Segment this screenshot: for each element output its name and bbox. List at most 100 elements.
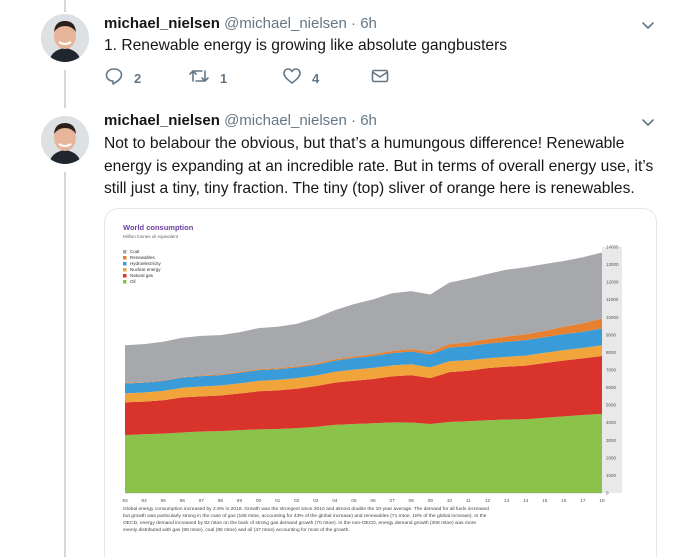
legend-swatch — [123, 256, 127, 260]
x-tick-label: 93 — [122, 498, 128, 504]
y-tick-label: 14000 — [606, 245, 619, 250]
y-tick-label: 0 — [606, 491, 609, 496]
legend-label: Nuclear energy — [130, 267, 161, 272]
y-tick-label: 1000 — [606, 473, 617, 478]
y-tick-label: 8000 — [606, 350, 617, 355]
media-card[interactable]: World consumption Million tonnes oil equ… — [104, 208, 657, 557]
author-name[interactable]: michael_nielsen — [104, 112, 220, 129]
chevron-down-icon[interactable] — [640, 17, 656, 33]
legend-label: Renewables — [130, 255, 156, 260]
x-axis: 93 94 95 96 97 98 99 00 01 02 03 04 05 06 07 08 09 10 11 12… — [122, 492, 605, 504]
x-tick-label: 18 — [599, 498, 605, 504]
x-tick-label: 10 — [447, 498, 453, 504]
legend-swatch — [123, 268, 127, 272]
x-tick-label: 04 — [332, 498, 338, 504]
tweet-text: 1. Renewable energy is growing like abso… — [104, 37, 508, 54]
avatar[interactable] — [41, 14, 89, 62]
legend-swatch — [123, 280, 127, 284]
y-tick-label: 11000 — [606, 297, 619, 302]
caption-line: Global energy consumption increased by 2… — [123, 506, 489, 512]
tweet-timestamp[interactable]: 6h — [360, 15, 377, 32]
chevron-down-icon[interactable] — [640, 114, 656, 130]
tweet-header: michael_nielsen @michael_nielsen · 6h — [104, 111, 377, 131]
retweet-icon — [188, 66, 210, 91]
area-series-hydroelectricity — [125, 328, 602, 394]
y-tick-label: 3000 — [606, 438, 617, 443]
x-tick-label: 14 — [523, 498, 529, 504]
chart-title: World consumption — [123, 223, 194, 232]
y-tick-label: 2000 — [606, 455, 617, 460]
area-series-nuclear-energy — [125, 345, 602, 403]
tweet-timestamp[interactable]: 6h — [360, 112, 377, 129]
thread-line — [64, 0, 66, 12]
retweet-count: 1 — [220, 70, 228, 86]
caption-line: OECD, energy demand increased by 82 mtoe… — [123, 520, 476, 526]
area-series-coal — [125, 252, 602, 384]
retweet-button[interactable]: 1 — [188, 66, 227, 90]
y-tick-label: 5000 — [606, 403, 617, 408]
x-tick-label: 98 — [218, 498, 224, 504]
x-tick-label: 95 — [160, 498, 166, 504]
y-tick-label: 7000 — [606, 368, 617, 373]
author-handle[interactable]: @michael_nielsen — [224, 15, 347, 32]
reply-icon — [104, 66, 124, 91]
separator-dot: · — [351, 15, 357, 32]
legend-label: Natural gas — [130, 273, 154, 278]
y-tick-label: 6000 — [606, 385, 617, 390]
thread-line — [64, 172, 66, 557]
like-count: 4 — [312, 70, 320, 86]
tweet-actions: 2 1 4 — [104, 66, 404, 90]
like-button[interactable]: 4 — [282, 66, 319, 90]
heart-icon — [282, 66, 302, 91]
x-tick-label: 13 — [504, 498, 510, 504]
x-tick-label: 09 — [428, 498, 434, 504]
y-tick-label: 4000 — [606, 420, 617, 425]
legend-label: Coal — [130, 249, 139, 254]
legend-label: Oil — [130, 279, 136, 284]
caption-line: evenly distributed with gas (98 mtoe), c… — [123, 527, 350, 533]
x-tick-label: 07 — [389, 498, 395, 504]
x-tick-label: 15 — [542, 498, 548, 504]
x-tick-label: 96 — [180, 498, 186, 504]
x-tick-label: 01 — [275, 498, 281, 504]
x-tick-label: 00 — [256, 498, 262, 504]
legend-swatch — [123, 274, 127, 278]
envelope-icon — [370, 66, 390, 91]
y-tick-label: 13000 — [606, 262, 619, 267]
legend-swatch — [123, 262, 127, 266]
chart-caption: Global energy consumption increased by 2… — [123, 506, 489, 533]
x-tick-label: 94 — [141, 498, 147, 504]
x-tick-label: 03 — [313, 498, 319, 504]
area-series-natural-gas — [125, 355, 602, 436]
y-axis: 1400013000120001100010000900080007000600… — [602, 245, 622, 496]
x-tick-label: 97 — [199, 498, 205, 504]
legend-label: Hydroelectricity — [130, 261, 162, 266]
author-name[interactable]: michael_nielsen — [104, 15, 220, 32]
caption-line: but growth was particularly strong in th… — [123, 513, 487, 519]
tweet-text-line: still just a tiny, tiny fraction. The ti… — [104, 180, 635, 197]
energy-consumption-chart: World consumption Million tonnes oil equ… — [122, 223, 622, 533]
y-axis-band — [602, 247, 622, 493]
y-tick-label: 12000 — [606, 280, 619, 285]
x-tick-label: 17 — [580, 498, 586, 504]
area-series-oil — [125, 413, 602, 493]
tweet-text: Not to belabour the obvious, but that’s … — [104, 133, 664, 201]
legend-swatch — [123, 250, 127, 254]
x-tick-label: 05 — [351, 498, 357, 504]
x-tick-label: 12 — [485, 498, 491, 504]
x-tick-label: 16 — [561, 498, 567, 504]
x-tick-label: 08 — [409, 498, 415, 504]
reply-button[interactable]: 2 — [104, 66, 141, 90]
tweet-header: michael_nielsen @michael_nielsen · 6h — [104, 14, 377, 34]
direct-message-button[interactable] — [370, 66, 390, 90]
reply-count: 2 — [134, 70, 142, 86]
separator-dot: · — [351, 112, 357, 129]
tweet-text-line: energy is expanding at an incredible rat… — [104, 157, 654, 175]
avatar[interactable] — [41, 116, 89, 164]
x-tick-label: 06 — [370, 498, 376, 504]
author-handle[interactable]: @michael_nielsen — [224, 112, 347, 129]
x-tick-label: 02 — [294, 498, 300, 504]
x-tick-label: 11 — [466, 498, 471, 504]
chart-subtitle: Million tonnes oil equivalent — [123, 234, 179, 239]
